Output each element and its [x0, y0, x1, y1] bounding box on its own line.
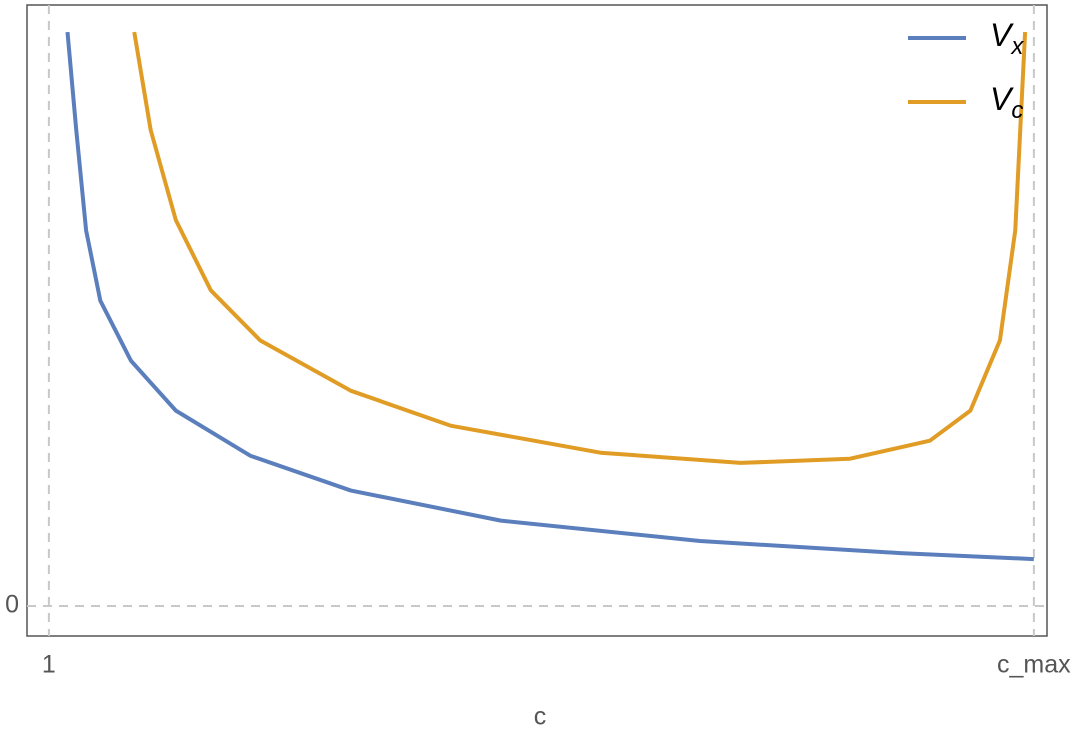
x-tick-label: c_max [997, 651, 1071, 679]
series-line [65, 31, 1034, 562]
plot-frame [26, 4, 1048, 637]
series-line [132, 31, 1028, 465]
y-tick-label: 0 [5, 591, 19, 619]
legend-label: Vc [990, 81, 1023, 124]
x-axis-label: c [534, 703, 547, 731]
legend-main: V [990, 17, 1014, 53]
legend-sub: x [1010, 33, 1024, 60]
legend-main: V [990, 81, 1014, 117]
x-tick-label: 1 [42, 651, 56, 679]
legend-sub: c [1011, 97, 1023, 124]
legend-label: Vx [990, 17, 1024, 60]
